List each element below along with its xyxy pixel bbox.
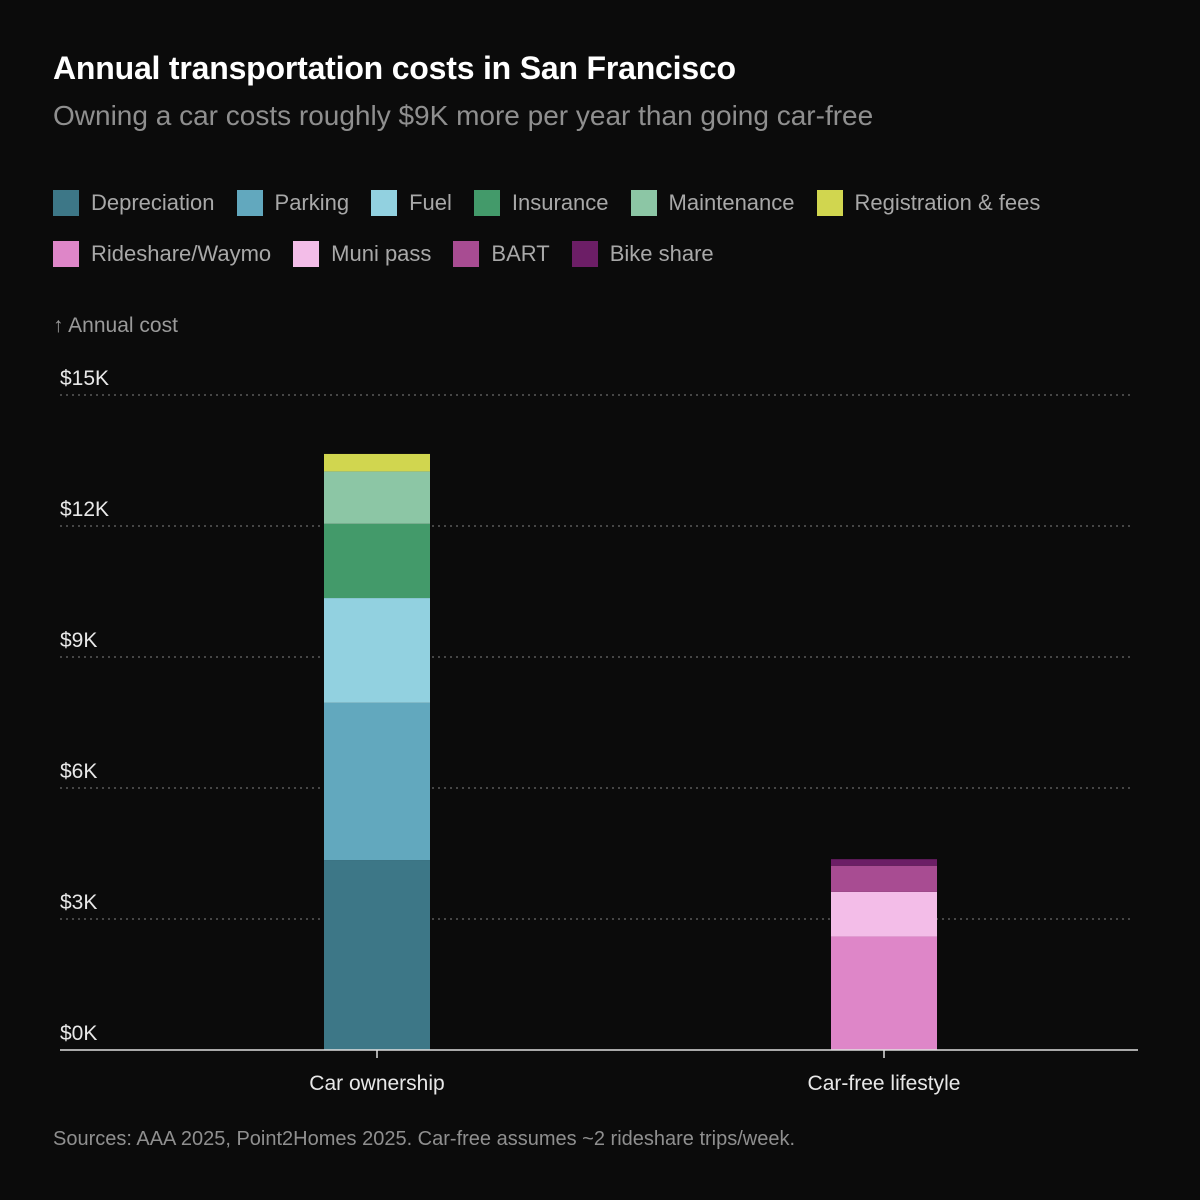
y-tick-label: $6K bbox=[60, 760, 97, 783]
bar-segment bbox=[324, 471, 430, 524]
legend-swatch bbox=[571, 241, 598, 267]
legend-swatch bbox=[293, 241, 320, 267]
bars bbox=[324, 453, 937, 1050]
legend-swatch bbox=[53, 190, 79, 216]
bar-segment bbox=[324, 702, 430, 861]
legend-swatch bbox=[53, 241, 79, 267]
bar-segment bbox=[324, 453, 430, 472]
legend-item: Bike share bbox=[571, 241, 714, 267]
bar-segment bbox=[324, 860, 430, 1050]
y-axis-title: ↑ Annual cost bbox=[53, 314, 178, 337]
x-tick-label: Car ownership bbox=[309, 1072, 444, 1095]
legend-item: Registration & fees bbox=[816, 190, 1041, 216]
legend-label: Rideshare/Waymo bbox=[91, 241, 272, 266]
legend-item: Rideshare/Waymo bbox=[53, 241, 271, 267]
legend-swatch bbox=[236, 190, 263, 216]
bar-segment bbox=[324, 598, 430, 703]
gridlines: $0K $3K $6K $9K $12K $15K bbox=[60, 367, 1134, 1045]
legend-swatch bbox=[816, 190, 843, 216]
source-note: Sources: AAA 2025, Point2Homes 2025. Car… bbox=[53, 1128, 796, 1150]
legend-label: Parking bbox=[274, 190, 350, 215]
legend-swatch bbox=[473, 190, 500, 216]
legend-label: Maintenance bbox=[668, 190, 795, 215]
bar-segment bbox=[831, 865, 937, 892]
y-tick-label: $9K bbox=[60, 629, 97, 652]
legend-item: Depreciation bbox=[53, 190, 215, 216]
legend-label: Fuel bbox=[409, 190, 452, 215]
y-tick-label: $0K bbox=[60, 1022, 97, 1045]
legend-swatch bbox=[453, 241, 480, 267]
legend-swatch bbox=[371, 190, 398, 216]
legend-label: BART bbox=[491, 241, 550, 266]
y-tick-label: $12K bbox=[60, 498, 109, 521]
bar-segment bbox=[831, 936, 937, 1050]
legend-label: Registration & fees bbox=[854, 190, 1041, 215]
x-tick-label: Car-free lifestyle bbox=[808, 1072, 961, 1095]
chart-title: Annual transportation costs in San Franc… bbox=[53, 50, 736, 86]
y-tick-label: $3K bbox=[60, 891, 97, 914]
legend-swatch bbox=[630, 190, 657, 216]
legend-label: Muni pass bbox=[331, 241, 432, 266]
legend: Depreciation Parking Fuel Insurance Main… bbox=[53, 186, 1153, 288]
legend-label: Bike share bbox=[609, 241, 714, 266]
legend-item: Insurance bbox=[473, 190, 609, 216]
legend-item: Fuel bbox=[371, 190, 452, 216]
legend-item: Muni pass bbox=[293, 241, 431, 267]
x-axis: Car ownership Car-free lifestyle bbox=[60, 1049, 1138, 1095]
legend-item: Maintenance bbox=[630, 190, 795, 216]
legend-row-1: Depreciation Parking Fuel Insurance Main… bbox=[53, 186, 1153, 220]
y-tick-label: $15K bbox=[60, 367, 109, 390]
legend-label: Insurance bbox=[511, 190, 609, 215]
bar-segment bbox=[831, 891, 937, 937]
legend-item: BART bbox=[453, 241, 550, 267]
legend-item: Parking bbox=[236, 190, 350, 216]
legend-label: Depreciation bbox=[91, 190, 215, 215]
bar-segment bbox=[831, 859, 937, 866]
legend-row-2: Rideshare/Waymo Muni pass BART Bike shar… bbox=[53, 237, 1153, 271]
bar-segment bbox=[324, 523, 430, 599]
chart-subtitle: Owning a car costs roughly $9K more per … bbox=[53, 100, 874, 131]
